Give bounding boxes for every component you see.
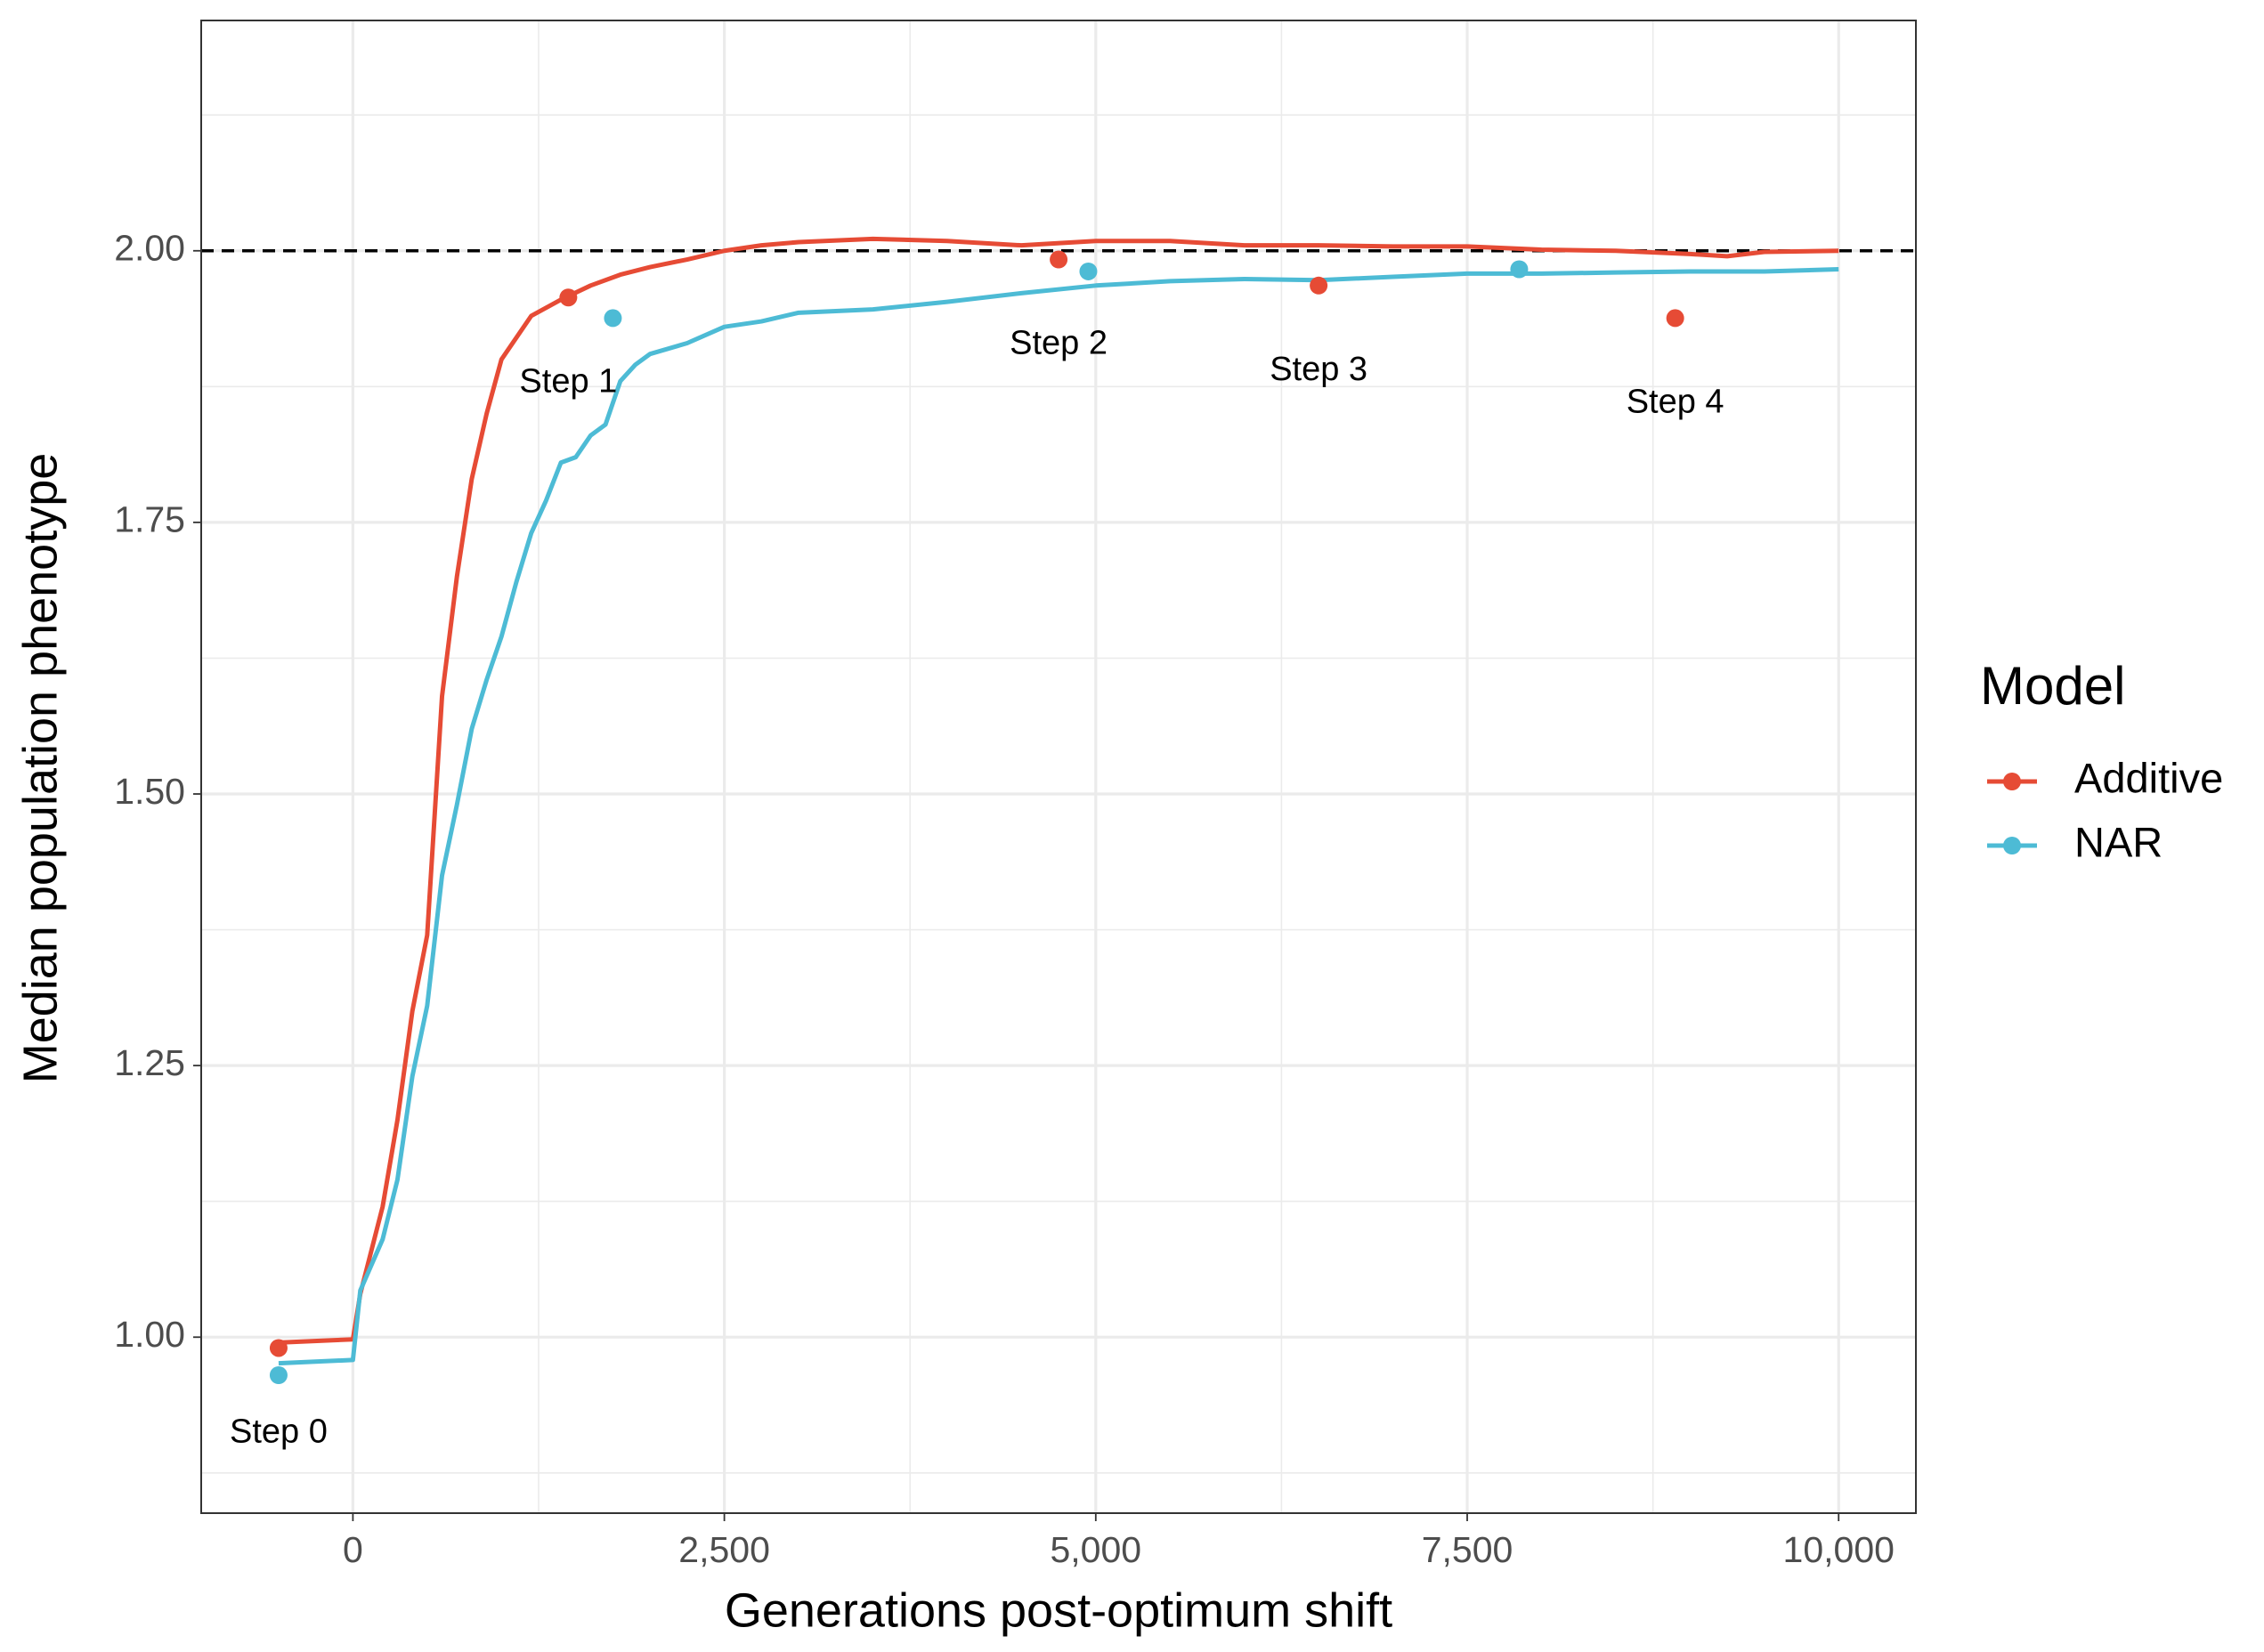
series-line: [278, 267, 1839, 1366]
step-point: [559, 288, 578, 307]
legend-label: NAR: [2074, 818, 2163, 865]
y-axis-title: Median population phenotype: [13, 453, 67, 1084]
y-tick-label: 1.00: [114, 1314, 185, 1355]
y-tick-label: 1.50: [114, 771, 185, 812]
step-point: [604, 309, 622, 328]
y-tick-label: 2.00: [114, 228, 185, 269]
annotation: Step 2: [1010, 325, 1108, 362]
step-point: [1079, 262, 1098, 280]
x-tick-label: 0: [343, 1529, 363, 1570]
y-tick-label: 1.75: [114, 499, 185, 540]
step-point: [1666, 309, 1684, 328]
step-point: [269, 1339, 288, 1357]
step-point: [1050, 250, 1068, 269]
y-tick-label: 1.25: [114, 1042, 185, 1083]
x-axis-title: Generations post-optimum shift: [725, 1583, 1392, 1637]
x-tick-label: 5,000: [1050, 1529, 1141, 1570]
annotation: Step 4: [1627, 383, 1724, 420]
plot-border: [200, 20, 1917, 1514]
annotation: Step 3: [1270, 351, 1367, 388]
legend-label: Additive: [2074, 754, 2223, 801]
x-tick-label: 10,000: [1783, 1529, 1895, 1570]
legend-key-point: [2003, 773, 2021, 790]
x-tick-label: 2,500: [678, 1529, 770, 1570]
annotation: Step 1: [519, 362, 617, 400]
legend-title: Model: [1980, 656, 2125, 716]
step-point: [1310, 276, 1328, 295]
step-point: [269, 1365, 288, 1384]
series-line: [278, 236, 1839, 1345]
step-point: [1510, 260, 1529, 279]
annotation: Step 0: [230, 1413, 328, 1451]
legend-key-point: [2003, 837, 2021, 854]
x-tick-label: 7,500: [1422, 1529, 1513, 1570]
